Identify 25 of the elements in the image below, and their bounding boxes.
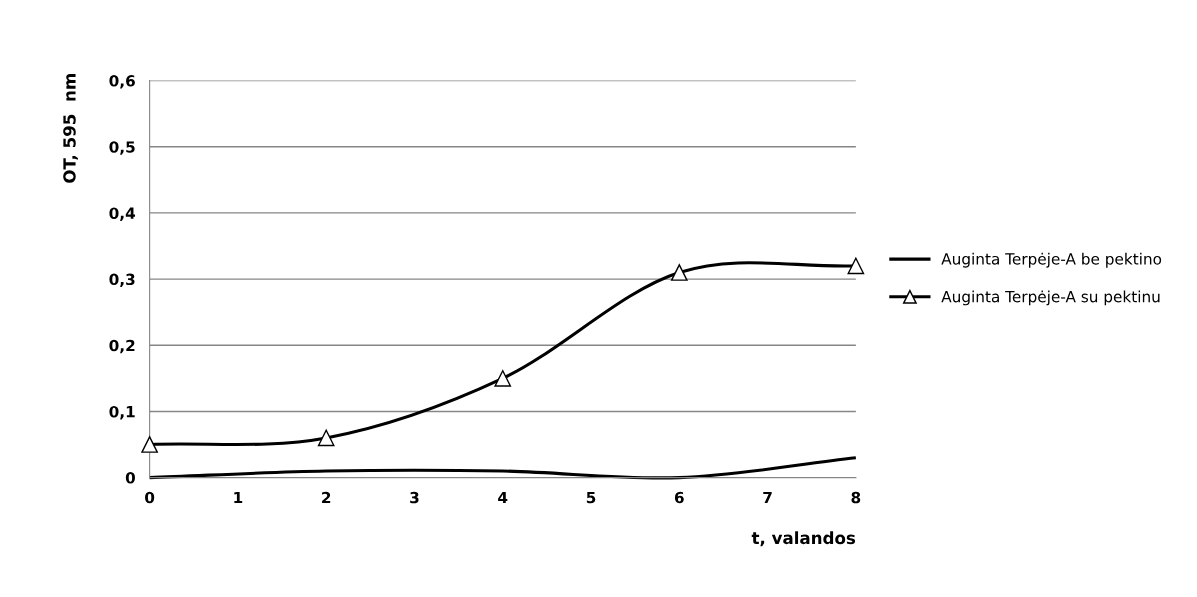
x-tick-label: 2: [322, 491, 331, 504]
y-tick-label: 0,4: [109, 207, 136, 221]
y-tick-label: 0,2: [109, 339, 135, 354]
point: [317, 429, 335, 447]
x-tick-label: 1: [234, 491, 243, 504]
y-tick-label: 0,3: [109, 273, 135, 288]
y-tick-label: 0: [125, 472, 136, 484]
x-tick-label: 0: [145, 491, 155, 504]
point: [141, 436, 158, 453]
x-axis-title: t, valandos: [751, 531, 856, 547]
legend-label: Auginta Terpėje-A su pektinu: [941, 290, 1160, 306]
x-tick-label: 8: [851, 491, 861, 504]
point: [494, 370, 512, 387]
point: [847, 257, 865, 275]
x-tick-label: 5: [586, 491, 596, 504]
y-axis-title: OT, 595 nm: [63, 74, 78, 183]
point: [670, 264, 688, 281]
y-tick-label: 0,5: [109, 141, 135, 155]
x-tick-label: 4: [498, 491, 508, 504]
x-tick-label: 7: [763, 491, 772, 504]
x-tick-label: 6: [674, 491, 684, 504]
x-tick-label: 3: [410, 491, 419, 504]
y-tick-label: 0,1: [109, 405, 135, 420]
y-tick-label: 0,6: [109, 75, 135, 89]
legend-label: Auginta Terpėje-A be pektino: [941, 252, 1162, 268]
